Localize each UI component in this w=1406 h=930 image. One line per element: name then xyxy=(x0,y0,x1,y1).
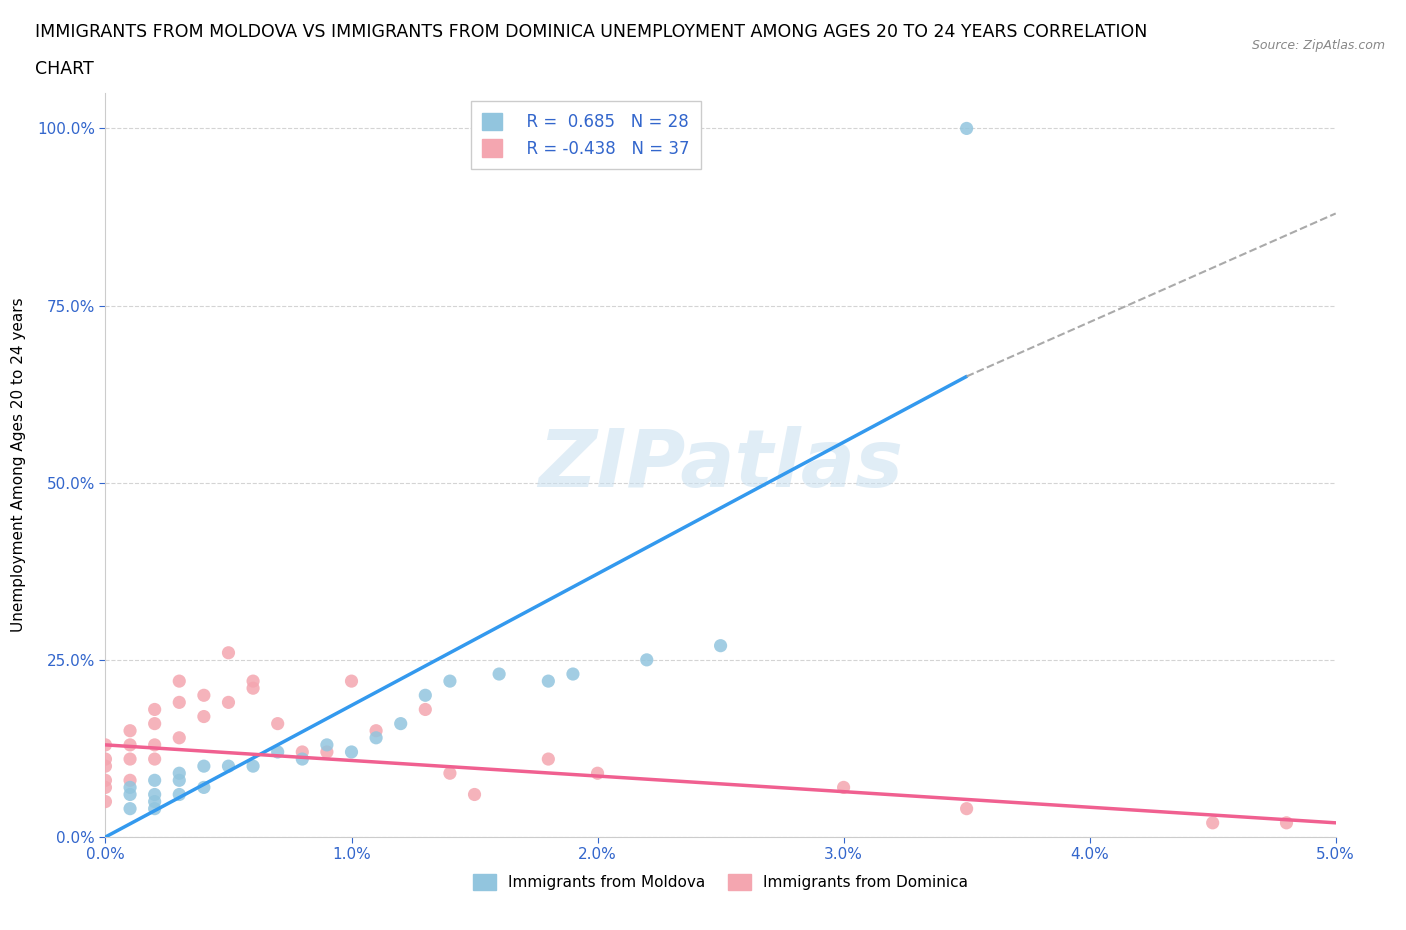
Point xyxy=(488,667,510,682)
Point xyxy=(143,751,166,766)
Point xyxy=(364,730,387,745)
Point xyxy=(120,751,141,766)
Point xyxy=(710,638,733,653)
Point xyxy=(267,716,290,731)
Point xyxy=(193,759,215,774)
Point xyxy=(537,751,560,766)
Point xyxy=(169,765,191,780)
Point xyxy=(193,709,215,724)
Point xyxy=(218,695,240,710)
Point xyxy=(143,773,166,788)
Text: ZIPatlas: ZIPatlas xyxy=(538,426,903,504)
Point xyxy=(94,751,117,766)
Point xyxy=(218,759,240,774)
Point xyxy=(464,787,486,802)
Point xyxy=(413,688,436,703)
Point xyxy=(193,688,215,703)
Point xyxy=(94,759,117,774)
Legend: Immigrants from Moldova, Immigrants from Dominica: Immigrants from Moldova, Immigrants from… xyxy=(467,868,974,897)
Point xyxy=(218,645,240,660)
Point xyxy=(439,765,461,780)
Point xyxy=(1201,816,1223,830)
Text: Source: ZipAtlas.com: Source: ZipAtlas.com xyxy=(1251,39,1385,52)
Point xyxy=(143,794,166,809)
Point xyxy=(832,780,855,795)
Point xyxy=(120,780,141,795)
Point xyxy=(120,787,141,802)
Point xyxy=(94,794,117,809)
Point xyxy=(340,673,363,688)
Point xyxy=(315,745,337,760)
Point xyxy=(389,716,412,731)
Point xyxy=(143,787,166,802)
Point xyxy=(562,667,585,682)
Point xyxy=(169,673,191,688)
Point xyxy=(169,773,191,788)
Point xyxy=(242,759,264,774)
Point xyxy=(586,765,609,780)
Point xyxy=(169,695,191,710)
Point xyxy=(413,702,436,717)
Point xyxy=(120,773,141,788)
Point xyxy=(956,121,979,136)
Point xyxy=(143,716,166,731)
Point xyxy=(94,780,117,795)
Point xyxy=(291,745,314,760)
Point xyxy=(120,724,141,738)
Point xyxy=(439,673,461,688)
Point xyxy=(120,737,141,752)
Point xyxy=(956,802,979,817)
Point xyxy=(315,737,337,752)
Point xyxy=(242,681,264,696)
Point xyxy=(364,724,387,738)
Text: CHART: CHART xyxy=(35,60,94,78)
Point xyxy=(242,673,264,688)
Point xyxy=(94,737,117,752)
Point xyxy=(143,802,166,817)
Point xyxy=(636,653,658,668)
Point xyxy=(120,802,141,817)
Point xyxy=(169,787,191,802)
Point xyxy=(1275,816,1298,830)
Point xyxy=(193,780,215,795)
Point xyxy=(169,730,191,745)
Point xyxy=(267,745,290,760)
Point xyxy=(291,751,314,766)
Text: IMMIGRANTS FROM MOLDOVA VS IMMIGRANTS FROM DOMINICA UNEMPLOYMENT AMONG AGES 20 T: IMMIGRANTS FROM MOLDOVA VS IMMIGRANTS FR… xyxy=(35,23,1147,41)
Point xyxy=(340,745,363,760)
Y-axis label: Unemployment Among Ages 20 to 24 years: Unemployment Among Ages 20 to 24 years xyxy=(11,298,25,632)
Point xyxy=(537,673,560,688)
Point xyxy=(143,702,166,717)
Point xyxy=(143,737,166,752)
Point xyxy=(94,773,117,788)
